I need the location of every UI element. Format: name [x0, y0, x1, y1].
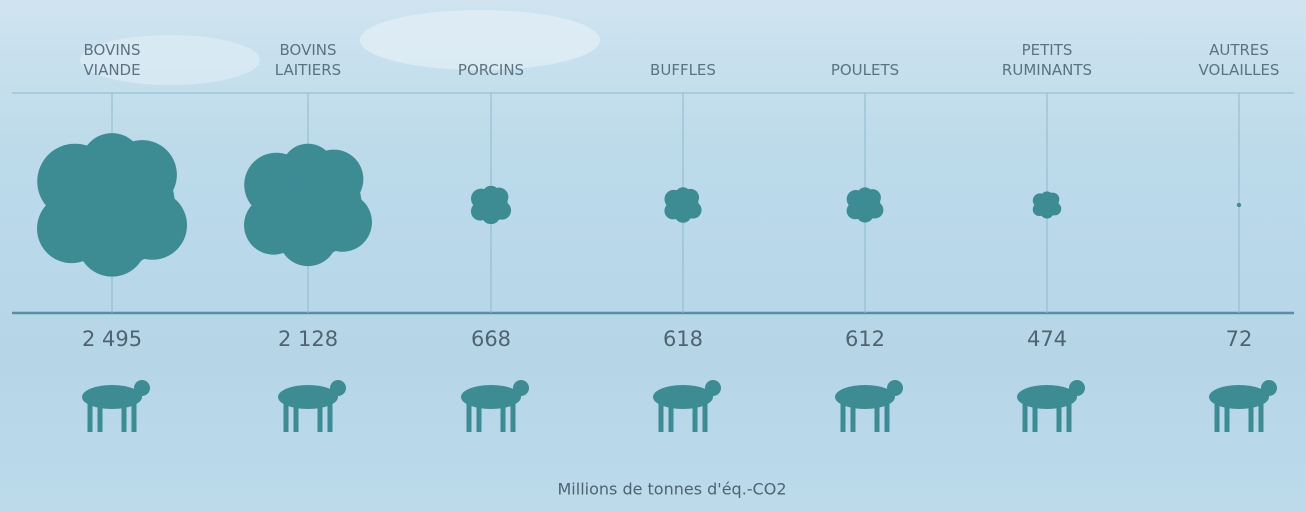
category-label: BUFFLES: [631, 18, 735, 80]
icon-leg: [1259, 400, 1264, 432]
icon-head: [1069, 380, 1085, 396]
value-label: 474: [1027, 327, 1067, 351]
category-label: PETITS RUMINANTS: [995, 18, 1099, 80]
icon-leg: [851, 400, 856, 432]
icon-leg: [284, 400, 289, 432]
icon-leg: [132, 400, 137, 432]
icon-leg: [1215, 400, 1220, 432]
value-label: 2 495: [82, 327, 142, 351]
animal-icon: [461, 380, 529, 432]
emission-cloud: [244, 144, 372, 266]
icon-head: [887, 380, 903, 396]
icon-leg: [477, 400, 482, 432]
icon-leg: [875, 400, 880, 432]
icon-leg: [1057, 400, 1062, 432]
icon-leg: [328, 400, 333, 432]
cloud-puff: [851, 198, 873, 220]
icon-leg: [318, 400, 323, 432]
animal-icon: [1017, 380, 1085, 432]
icon-leg: [88, 400, 93, 432]
animal-icon: [278, 380, 346, 432]
icon-leg: [1249, 400, 1254, 432]
infographic: Millions de tonnes d'éq.-CO2 2 495 2 128 6…: [0, 0, 1306, 512]
icon-leg: [511, 400, 516, 432]
unit-label: Millions de tonnes d'éq.-CO2: [558, 480, 787, 499]
icon-leg: [841, 400, 846, 432]
category-label: PORCINS: [439, 18, 543, 80]
value-label: 2 128: [278, 327, 338, 351]
cloud-puff: [55, 174, 143, 262]
icon-head: [513, 380, 529, 396]
value-label: 618: [663, 327, 703, 351]
value-label: 612: [845, 327, 885, 351]
value-label: 668: [471, 327, 511, 351]
category-label: AUTRES VOLAILLES: [1187, 18, 1291, 80]
icon-leg: [1033, 400, 1038, 432]
cloud-puff: [669, 197, 691, 219]
animal-icon: [1209, 380, 1277, 432]
emission-cloud: [1237, 203, 1241, 207]
emission-cloud: [471, 186, 511, 224]
icon-head: [705, 380, 721, 396]
icon-head: [330, 380, 346, 396]
icon-leg: [669, 400, 674, 432]
icon-leg: [1225, 400, 1230, 432]
icon-leg: [1023, 400, 1028, 432]
animal-icon: [835, 380, 903, 432]
icon-leg: [501, 400, 506, 432]
value-label: 72: [1226, 327, 1253, 351]
emission-cloud: [847, 187, 884, 222]
cloud-puff: [1237, 204, 1240, 207]
category-label: POULETS: [813, 18, 917, 80]
icon-leg: [1067, 400, 1072, 432]
cloud-puff: [1036, 199, 1053, 216]
icon-leg: [467, 400, 472, 432]
icon-head: [134, 380, 150, 396]
emission-cloud: [1033, 191, 1061, 218]
animal-icon: [653, 380, 721, 432]
icon-leg: [703, 400, 708, 432]
icon-leg: [659, 400, 664, 432]
cloud-puff: [476, 197, 500, 221]
category-label: BOVINS LAITIERS: [256, 18, 360, 80]
icon-head: [1261, 380, 1277, 396]
cloud-puff: [259, 179, 334, 254]
emission-cloud: [664, 187, 701, 223]
icon-leg: [885, 400, 890, 432]
icon-leg: [122, 400, 127, 432]
icon-leg: [98, 400, 103, 432]
emission-cloud: [37, 133, 187, 276]
icon-leg: [693, 400, 698, 432]
animal-icon: [82, 380, 150, 432]
icon-leg: [294, 400, 299, 432]
category-label: BOVINS VIANDE: [60, 18, 164, 80]
